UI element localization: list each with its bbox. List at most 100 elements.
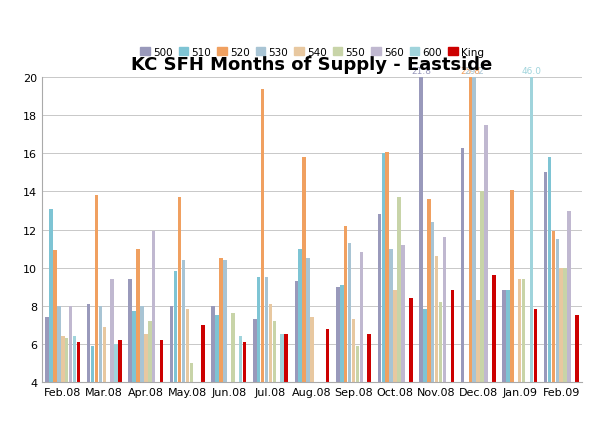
Bar <box>559 268 563 382</box>
Bar <box>211 306 215 382</box>
Bar <box>272 321 276 382</box>
Bar <box>45 317 49 382</box>
Bar <box>95 196 98 382</box>
Bar <box>253 319 257 382</box>
Bar <box>518 279 521 382</box>
Bar <box>239 336 242 382</box>
Bar <box>484 125 488 382</box>
Bar <box>265 277 268 382</box>
Bar <box>326 329 329 382</box>
Bar <box>419 78 423 382</box>
Bar <box>257 277 260 382</box>
Bar <box>190 363 193 382</box>
Text: 21.8: 21.8 <box>411 67 431 76</box>
Bar <box>219 259 223 382</box>
Bar <box>261 89 265 382</box>
Bar <box>148 321 152 382</box>
Bar <box>185 310 189 382</box>
Bar <box>336 287 340 382</box>
Bar <box>461 148 464 382</box>
Bar <box>128 279 132 382</box>
Bar <box>53 251 57 382</box>
Text: 46.0: 46.0 <box>521 67 541 76</box>
Bar <box>103 327 106 382</box>
Bar <box>563 268 567 382</box>
Legend: 500, 510, 520, 530, 540, 550, 560, 600, King: 500, 510, 520, 530, 540, 550, 560, 600, … <box>136 44 488 62</box>
Bar <box>480 192 484 382</box>
Bar <box>397 198 401 382</box>
Bar <box>87 304 91 382</box>
Bar <box>280 335 284 382</box>
Bar <box>344 226 347 382</box>
Bar <box>439 302 442 382</box>
Text: 29.2: 29.2 <box>464 67 484 76</box>
Bar <box>243 342 247 382</box>
Bar <box>144 335 148 382</box>
Bar <box>476 300 480 382</box>
Bar <box>223 260 227 382</box>
Bar <box>423 310 427 382</box>
Bar <box>170 306 173 382</box>
Bar <box>340 285 344 382</box>
Bar <box>114 344 118 382</box>
Bar <box>348 243 352 382</box>
Bar <box>306 259 310 382</box>
Bar <box>567 211 571 382</box>
Bar <box>152 232 155 382</box>
Text: 25.8: 25.8 <box>460 67 481 76</box>
Bar <box>389 249 393 382</box>
Bar <box>284 335 288 382</box>
Bar <box>377 215 381 382</box>
Bar <box>174 272 178 382</box>
Bar <box>98 306 102 382</box>
Bar <box>61 336 65 382</box>
Bar <box>492 276 496 382</box>
Bar <box>551 232 555 382</box>
Bar <box>182 260 185 382</box>
Bar <box>530 78 533 382</box>
Bar <box>298 249 302 382</box>
Bar <box>140 306 144 382</box>
Bar <box>231 313 235 382</box>
Bar <box>136 249 140 382</box>
Bar <box>178 198 181 382</box>
Bar <box>510 190 514 382</box>
Bar <box>401 245 405 382</box>
Bar <box>91 346 94 382</box>
Bar <box>367 335 371 382</box>
Bar <box>451 291 454 382</box>
Bar <box>69 306 73 382</box>
Bar <box>472 78 476 382</box>
Bar <box>359 253 363 382</box>
Bar <box>77 342 80 382</box>
Bar <box>382 154 385 382</box>
Title: KC SFH Months of Supply - Eastside: KC SFH Months of Supply - Eastside <box>131 56 493 74</box>
Bar <box>393 291 397 382</box>
Bar <box>310 317 314 382</box>
Bar <box>110 279 114 382</box>
Bar <box>356 346 359 382</box>
Bar <box>118 340 122 382</box>
Bar <box>201 325 205 382</box>
Bar <box>65 338 68 382</box>
Bar <box>295 281 298 382</box>
Bar <box>160 340 163 382</box>
Bar <box>469 78 472 382</box>
Bar <box>502 291 506 382</box>
Bar <box>385 152 389 382</box>
Bar <box>49 209 53 382</box>
Bar <box>57 306 61 382</box>
Bar <box>427 200 431 382</box>
Bar <box>435 256 439 382</box>
Bar <box>73 336 76 382</box>
Bar <box>409 299 413 382</box>
Bar <box>132 312 136 382</box>
Bar <box>575 316 579 382</box>
Bar <box>544 173 547 382</box>
Bar <box>522 279 526 382</box>
Bar <box>533 310 537 382</box>
Bar <box>431 222 434 382</box>
Bar <box>269 304 272 382</box>
Bar <box>215 316 219 382</box>
Bar <box>443 238 446 382</box>
